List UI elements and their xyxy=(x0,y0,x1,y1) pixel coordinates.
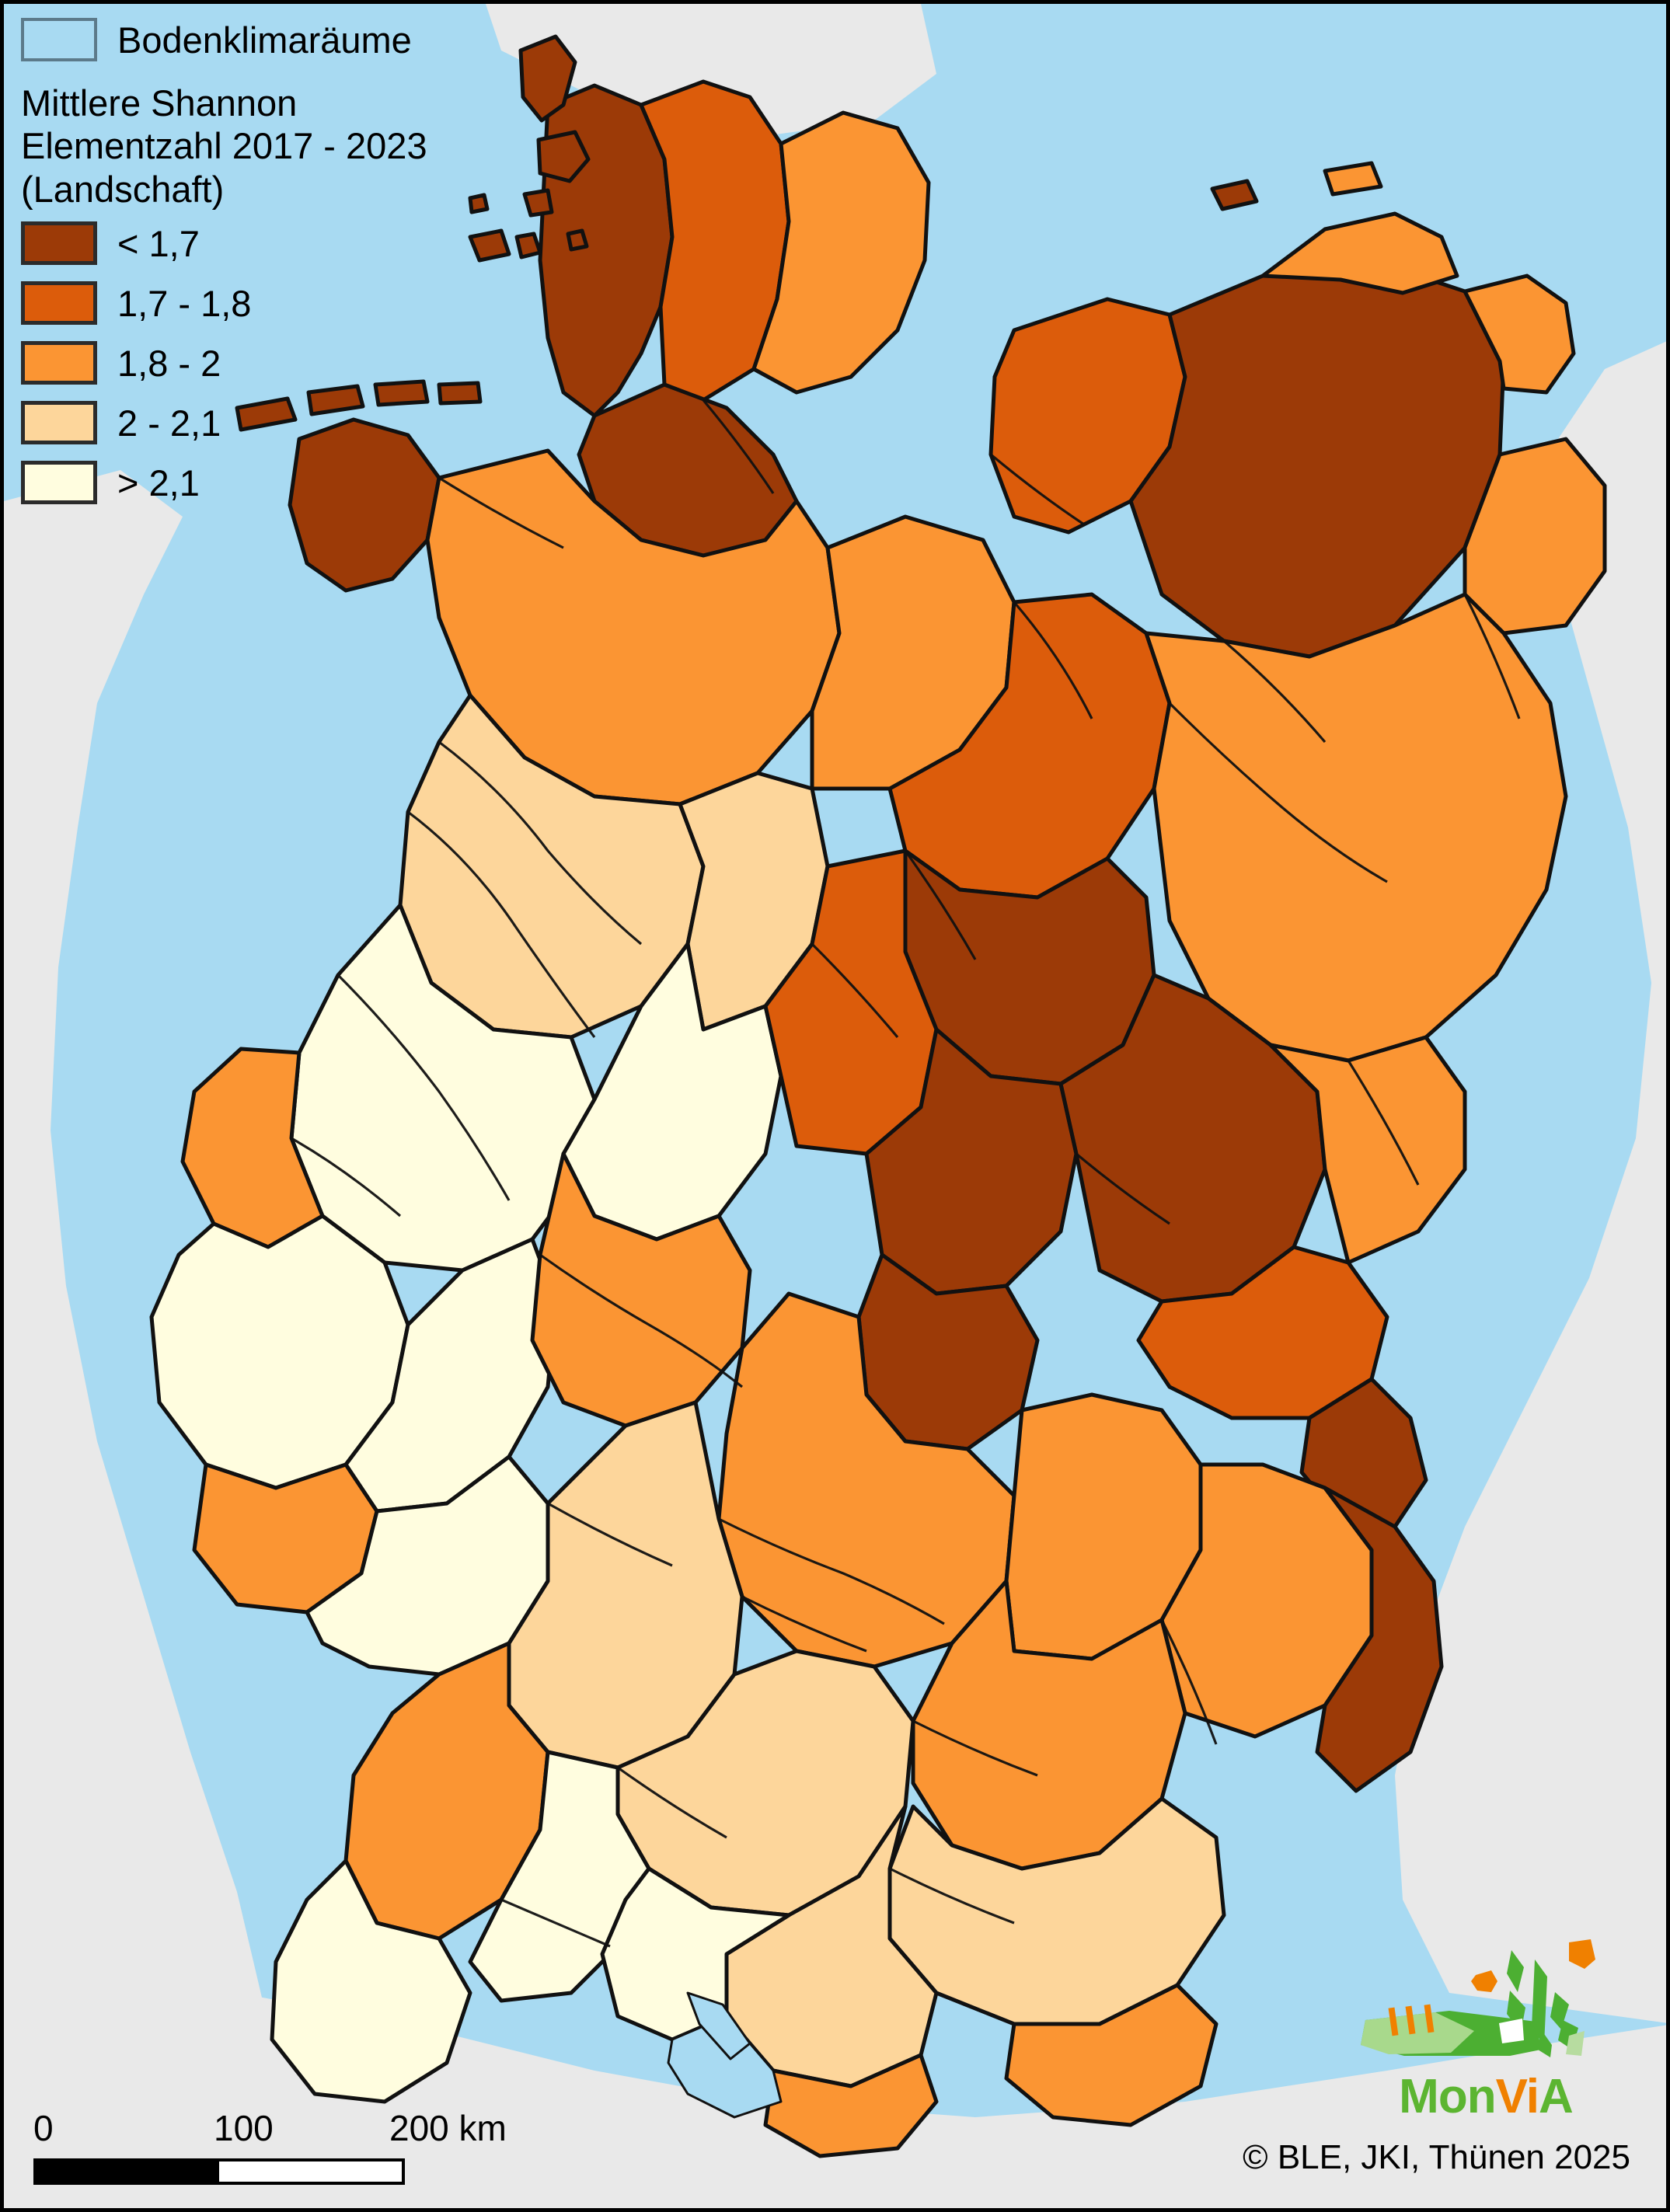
legend-class-row-4[interactable]: 2 - 2,1 xyxy=(21,401,453,445)
island-pellworm xyxy=(468,228,511,263)
legend-swatch-2-2-1 xyxy=(21,401,97,445)
flower-orange-large xyxy=(1569,1939,1595,1969)
monvia-logo-mark xyxy=(1361,1939,1595,2057)
grass-blade-1 xyxy=(1507,1950,1524,1992)
island-ruegen-n xyxy=(1323,161,1383,197)
region-sh-spitze xyxy=(518,34,577,123)
scale-segment-light xyxy=(219,2161,402,2182)
legend-title: Mittlere Shannon Elementzahl 2017 - 2023… xyxy=(21,82,427,210)
furrow-2 xyxy=(1405,2005,1416,2035)
region-alpenrand-west xyxy=(763,2053,939,2158)
island-sylt xyxy=(536,130,591,183)
legend-swatch-1-8-2 xyxy=(21,341,97,385)
region-brandenburg xyxy=(1144,592,1568,1063)
bodenklimaraeume-label: Bodenklimaräume xyxy=(117,19,412,61)
region-lausitz xyxy=(1268,1035,1467,1265)
bodenklimaraum-polygons xyxy=(149,34,1607,2158)
legend-label-gt-2-1: > 2,1 xyxy=(117,462,200,503)
legend-label-2-2-1: 2 - 2,1 xyxy=(117,402,221,444)
island-frisian-4 xyxy=(437,381,483,406)
scale-tick-100: 100 xyxy=(214,2108,274,2148)
sub-region-boundaries xyxy=(291,399,1521,1948)
island-small-1 xyxy=(468,193,490,214)
region-vorpommern-ost xyxy=(1463,437,1607,636)
scale-bar: 0 100 200 km xyxy=(33,2107,507,2185)
scale-bar-ticks: 0 100 200 km xyxy=(33,2107,507,2149)
grass-blade-4 xyxy=(1550,1992,1569,2029)
region-vorpommern-ruegen xyxy=(1463,273,1576,395)
germany-choropleth-map: .bk{stroke:#111;stroke-width:5;stroke-li… xyxy=(4,4,1666,2208)
grass-tuft xyxy=(1538,2029,1552,2057)
island-frisian-1 xyxy=(235,396,298,432)
furrow-3 xyxy=(1424,2004,1435,2033)
legend-label-lt-1-7: < 1,7 xyxy=(117,222,200,264)
island-amrum xyxy=(566,228,589,252)
legend-class-row-5[interactable]: > 2,1 xyxy=(21,461,453,505)
monvia-wordmark: MonViA xyxy=(1346,2073,1626,2121)
region-alpenrand xyxy=(1004,1983,1219,2127)
lake-bodensee-arm xyxy=(686,1991,751,2060)
legend-class-row-3[interactable]: 1,8 - 2 xyxy=(21,341,453,385)
legend-label-1-8-2: 1,8 - 2 xyxy=(117,342,221,384)
scale-bar-track xyxy=(33,2158,405,2185)
monvia-word-vi: Vi xyxy=(1495,2070,1539,2123)
region-ostfriesland-kueste xyxy=(288,417,441,593)
legend-swatch-1-7-1-8 xyxy=(21,281,97,326)
region-mv-kueste-west xyxy=(1260,211,1459,295)
field-shape-pale xyxy=(1361,2012,1474,2054)
furrow-1 xyxy=(1388,2007,1399,2036)
copyright-credit: © BLE, JKI, Thünen 2025 xyxy=(1243,2138,1630,2176)
scale-tick-0: 0 xyxy=(33,2108,54,2148)
legend-class-row-1[interactable]: < 1,7 xyxy=(21,221,453,266)
region-sh-ost xyxy=(751,110,931,395)
region-bayerischer-wald-kamm xyxy=(1315,1486,1444,1793)
region-schwarzwald xyxy=(270,1858,472,2104)
field-highlight xyxy=(1499,2019,1524,2043)
island-frisian-2 xyxy=(306,384,365,416)
legend-swatch-lt-1-7 xyxy=(21,221,97,266)
island-foehr xyxy=(522,188,554,218)
scale-tick-200: 200 km xyxy=(389,2108,507,2148)
grass-blade-pale xyxy=(1566,2031,1585,2056)
monvia-word-a: A xyxy=(1539,2070,1574,2123)
island-mv-1 xyxy=(1210,179,1259,211)
island-frisian-3 xyxy=(373,379,430,407)
legend-class-row-2[interactable]: 1,7 - 1,8 xyxy=(21,281,453,326)
bodenklimaraeume-swatch xyxy=(21,18,97,61)
legend-label-1-7-1-8: 1,7 - 1,8 xyxy=(117,282,252,324)
legend: Bodenklimaräume Mittlere Shannon Element… xyxy=(18,12,453,521)
region-oberrheingraben xyxy=(343,1641,550,1941)
scale-segment-dark xyxy=(37,2161,219,2182)
region-westfaelische-bucht xyxy=(398,693,706,1040)
flower-orange-small xyxy=(1471,1970,1497,1992)
monvia-word-mon: Mon xyxy=(1399,2070,1496,2123)
monvia-logo: MonViA xyxy=(1346,1936,1626,2121)
island-nordstrand xyxy=(514,232,542,260)
legend-swatch-gt-2-1 xyxy=(21,461,97,505)
legend-layer-row[interactable]: Bodenklimaräume xyxy=(21,18,453,61)
region-rhein-main xyxy=(530,1151,752,1428)
